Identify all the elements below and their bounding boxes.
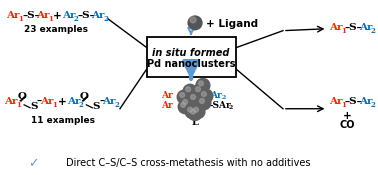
Text: 23 examples: 23 examples	[24, 25, 88, 34]
Text: –: –	[99, 97, 104, 106]
Circle shape	[194, 107, 198, 112]
Text: in situ formed: in situ formed	[152, 48, 230, 58]
Text: S: S	[185, 91, 192, 100]
Text: + Ligand: + Ligand	[206, 19, 258, 29]
Text: 1: 1	[184, 105, 189, 110]
Text: Ar: Ar	[329, 97, 343, 106]
Circle shape	[196, 78, 210, 92]
FancyBboxPatch shape	[147, 37, 235, 76]
Circle shape	[183, 99, 187, 104]
Text: S: S	[92, 102, 100, 111]
Text: 1: 1	[16, 101, 21, 109]
Text: Ar: Ar	[40, 97, 53, 106]
Text: 2: 2	[114, 101, 119, 109]
Text: Ar: Ar	[359, 23, 373, 32]
Circle shape	[193, 84, 207, 98]
Text: 1: 1	[341, 101, 346, 109]
Circle shape	[195, 87, 200, 92]
Circle shape	[191, 109, 195, 114]
Circle shape	[198, 81, 203, 86]
Text: +: +	[343, 111, 352, 121]
Text: Ar: Ar	[161, 101, 173, 110]
Text: Ar: Ar	[67, 97, 80, 106]
Text: 2: 2	[79, 101, 83, 109]
Text: Pd nanoclusters: Pd nanoclusters	[147, 59, 235, 69]
Text: –S–: –S–	[344, 97, 362, 106]
Text: Ar: Ar	[91, 11, 105, 20]
Text: 2: 2	[371, 27, 376, 35]
Circle shape	[183, 84, 197, 98]
Text: 2: 2	[103, 15, 108, 23]
Circle shape	[188, 16, 202, 30]
Text: Ar: Ar	[359, 97, 373, 106]
Text: Ar: Ar	[62, 11, 75, 20]
Circle shape	[191, 94, 195, 99]
Text: –S–: –S–	[22, 11, 40, 20]
Text: Ar: Ar	[329, 23, 343, 32]
Text: +: +	[58, 97, 67, 107]
Text: Ar: Ar	[102, 97, 116, 106]
Text: 2: 2	[222, 95, 226, 100]
Text: 1: 1	[52, 101, 57, 109]
Text: 2: 2	[73, 15, 78, 23]
Circle shape	[180, 97, 194, 111]
Circle shape	[185, 105, 199, 118]
Text: Ar: Ar	[6, 11, 20, 20]
Circle shape	[201, 92, 206, 97]
Text: 11 examples: 11 examples	[31, 116, 94, 125]
Text: +: +	[53, 11, 62, 21]
Circle shape	[200, 99, 204, 103]
Circle shape	[181, 102, 186, 107]
Text: Ar: Ar	[210, 91, 222, 100]
Circle shape	[188, 107, 202, 120]
Text: Direct C–S/C–S cross-metathesis with no additives: Direct C–S/C–S cross-metathesis with no …	[66, 158, 310, 167]
Text: 1: 1	[184, 95, 189, 100]
Circle shape	[188, 92, 202, 106]
Text: –SAr: –SAr	[209, 101, 232, 110]
Circle shape	[178, 100, 192, 114]
Text: –S–: –S–	[77, 11, 95, 20]
Text: 2: 2	[371, 101, 376, 109]
Text: Ar: Ar	[5, 97, 18, 106]
Text: –S–: –S–	[344, 23, 362, 32]
Text: Ar: Ar	[36, 11, 50, 20]
Circle shape	[186, 87, 191, 92]
Circle shape	[187, 107, 192, 112]
Circle shape	[191, 105, 205, 118]
Text: L: L	[192, 118, 198, 128]
Text: O: O	[80, 92, 89, 101]
Text: 2: 2	[229, 105, 233, 110]
Circle shape	[177, 90, 191, 104]
Circle shape	[180, 93, 185, 97]
Text: 1: 1	[18, 15, 23, 23]
Circle shape	[190, 17, 196, 23]
Circle shape	[199, 89, 213, 103]
Text: Ar: Ar	[161, 91, 173, 100]
Text: O: O	[18, 92, 26, 101]
Text: –: –	[37, 97, 42, 106]
Circle shape	[197, 96, 211, 110]
Text: 1: 1	[341, 27, 346, 35]
Text: CO: CO	[339, 120, 355, 130]
Text: 1: 1	[48, 15, 53, 23]
Text: ✓: ✓	[28, 158, 38, 170]
Text: S: S	[30, 102, 37, 111]
